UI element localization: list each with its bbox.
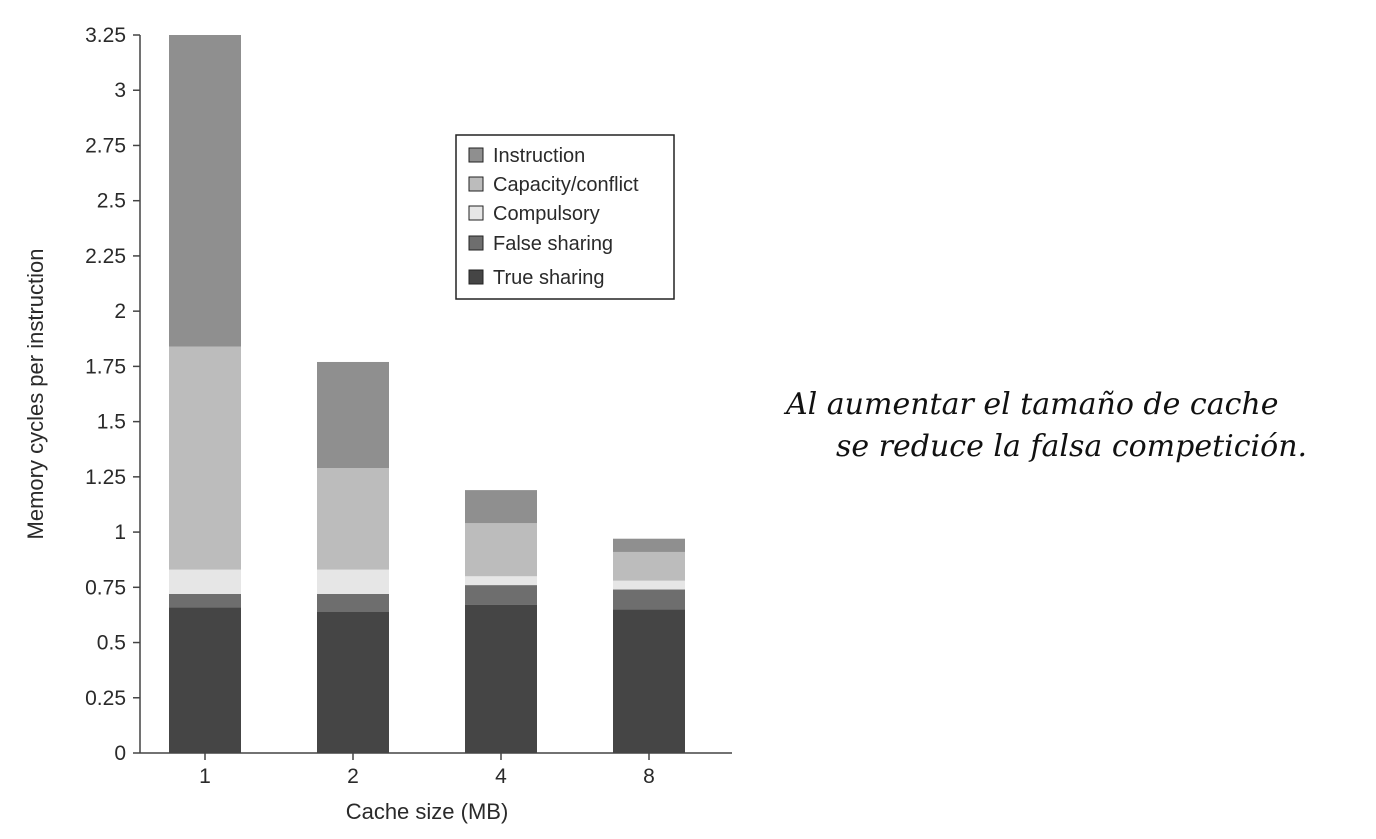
legend-label: Instruction [493, 145, 585, 167]
y-tick-label: 3.25 [85, 24, 126, 47]
y-tick-label: 2.5 [97, 190, 126, 213]
legend-box [455, 134, 675, 300]
bar-segment-false-sharing [465, 585, 537, 605]
y-tick-label: 1 [114, 521, 126, 544]
y-tick-label: 2 [114, 300, 126, 323]
bar-segment-capacity-conflict [613, 551, 685, 581]
legend-swatch [468, 147, 484, 163]
bar-segment-false-sharing [169, 593, 241, 608]
legend: Instruction Capacity/conflict Compulsory Fa… [455, 134, 675, 300]
legend-swatch [468, 176, 484, 192]
x-axis-label: Cache size (MB) [346, 799, 509, 824]
bar-segment-capacity-conflict [465, 523, 537, 577]
legend-label: Compulsory [493, 203, 600, 225]
axes-layer [139, 35, 732, 754]
y-tick-label: 0.5 [97, 632, 126, 655]
bar-segment-capacity-conflict [169, 346, 241, 570]
x-tick-label: 8 [643, 765, 655, 788]
y-tick-label: 1.5 [97, 411, 126, 434]
legend-swatch [468, 235, 484, 251]
x-tick-label: 4 [495, 765, 507, 788]
bar-segment-compulsory [613, 580, 685, 590]
bar-segment-instruction [465, 490, 537, 524]
note-line-2: se reduce la falsa competición. [836, 429, 1308, 464]
bar-segment-compulsory [317, 569, 389, 594]
y-tick-label: 3 [114, 79, 126, 102]
y-tick-label: 0 [114, 742, 126, 765]
x-tick-label: 2 [347, 765, 359, 788]
y-axis-label: Memory cycles per instruction [23, 249, 48, 540]
legend-label: True sharing [493, 267, 605, 289]
bar-segment-false-sharing [317, 593, 389, 612]
legend-label: Capacity/conflict [493, 174, 639, 196]
y-tick-label: 1.25 [85, 466, 126, 489]
legend-label: False sharing [493, 233, 613, 255]
stacked-bar-chart: 0 0.25 0.5 0.75 1 1.25 1.5 1.75 2 2.25 2.5 2.75 3 3.2… [23, 24, 732, 824]
y-tick-label: 0.75 [85, 576, 126, 599]
bar-segment-compulsory [169, 569, 241, 594]
bar-segment-false-sharing [613, 589, 685, 610]
bar-segment-true-sharing [465, 604, 537, 753]
handwritten-note: Al aumentar el tamaño de cache se reduce… [786, 384, 1366, 468]
y-tick-label: 1.75 [85, 355, 126, 378]
x-ticks: 1 2 4 8 [199, 753, 655, 788]
bar-segment-instruction [169, 35, 241, 347]
y-tick-label: 0.25 [85, 687, 126, 710]
bars-layer [169, 35, 685, 753]
bar-segment-instruction [317, 361, 389, 469]
legend-swatch [468, 269, 484, 285]
bar-segment-true-sharing [613, 609, 685, 753]
legend-swatch [468, 205, 484, 221]
bar-segment-true-sharing [169, 607, 241, 753]
y-tick-label: 2.75 [85, 134, 126, 157]
y-tick-label: 2.25 [85, 245, 126, 268]
bar-segment-capacity-conflict [317, 468, 389, 570]
y-ticks: 0 0.25 0.5 0.75 1 1.25 1.5 1.75 2 2.25 2.5 2.75 3 3.2… [85, 24, 140, 765]
bar-segment-instruction [613, 538, 685, 552]
note-line-1: Al aumentar el tamaño de cache [786, 387, 1279, 422]
x-tick-label: 1 [199, 765, 211, 788]
bar-segment-true-sharing [317, 611, 389, 753]
bar-segment-compulsory [465, 576, 537, 586]
